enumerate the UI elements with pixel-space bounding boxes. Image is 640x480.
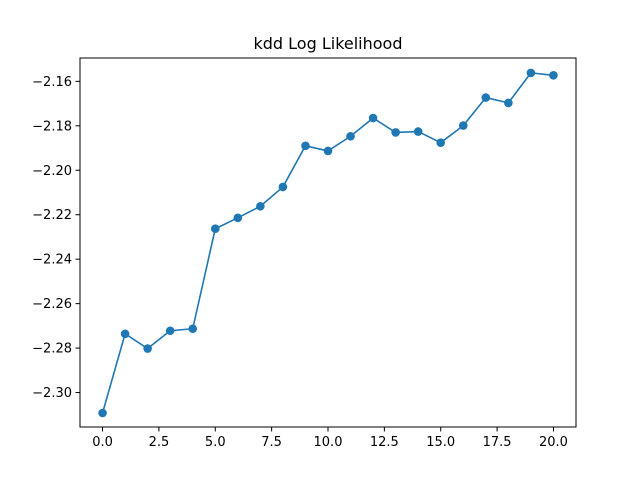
data-point bbox=[549, 71, 558, 80]
data-point bbox=[301, 141, 310, 151]
data-point bbox=[256, 201, 265, 211]
plot-area: 0.0 2.5 5.0 7.5 10.0 12.5 15.0 17.5 20.0 −2.30 −2.… bbox=[32, 57, 577, 450]
data-point bbox=[165, 326, 175, 336]
data-point bbox=[458, 121, 468, 130]
data-point bbox=[143, 344, 152, 353]
data-point bbox=[346, 131, 355, 141]
x-tick-label: 0.0 bbox=[92, 435, 113, 450]
x-tick-label: 10.0 bbox=[314, 435, 343, 450]
data-point bbox=[413, 127, 423, 136]
y-tick-label: −2.16 bbox=[32, 75, 72, 90]
data-point bbox=[504, 98, 513, 108]
y-tick-label: −2.22 bbox=[32, 208, 72, 223]
data-point bbox=[436, 138, 446, 147]
x-tick-label: 17.5 bbox=[483, 435, 512, 450]
y-tick-label: −2.24 bbox=[32, 253, 72, 268]
x-tick-label: 5.0 bbox=[205, 435, 226, 450]
y-tick-label: −2.28 bbox=[32, 342, 72, 357]
x-tick-label: 2.5 bbox=[149, 435, 170, 450]
x-tick-label: 7.5 bbox=[261, 435, 282, 450]
data-point bbox=[188, 324, 198, 334]
x-tick-label: 12.5 bbox=[370, 435, 399, 450]
y-tick-label: −2.20 bbox=[32, 164, 72, 179]
x-tick-label: 15.0 bbox=[426, 435, 455, 450]
y-tick-label: −2.26 bbox=[32, 297, 72, 312]
data-point bbox=[526, 68, 536, 78]
data-point bbox=[481, 93, 491, 102]
chart-title: kdd Log Likelihood bbox=[254, 34, 403, 53]
data-point bbox=[98, 408, 107, 418]
x-tick-label: 20.0 bbox=[539, 435, 568, 450]
data-point bbox=[233, 213, 243, 223]
y-tick-label: −2.18 bbox=[32, 119, 72, 134]
data-point bbox=[120, 329, 130, 339]
data-point bbox=[391, 128, 400, 137]
data-point bbox=[368, 113, 378, 123]
data-point bbox=[278, 182, 288, 192]
y-tick-label: −2.30 bbox=[32, 386, 72, 401]
data-point bbox=[210, 224, 220, 234]
data-point bbox=[323, 146, 333, 156]
